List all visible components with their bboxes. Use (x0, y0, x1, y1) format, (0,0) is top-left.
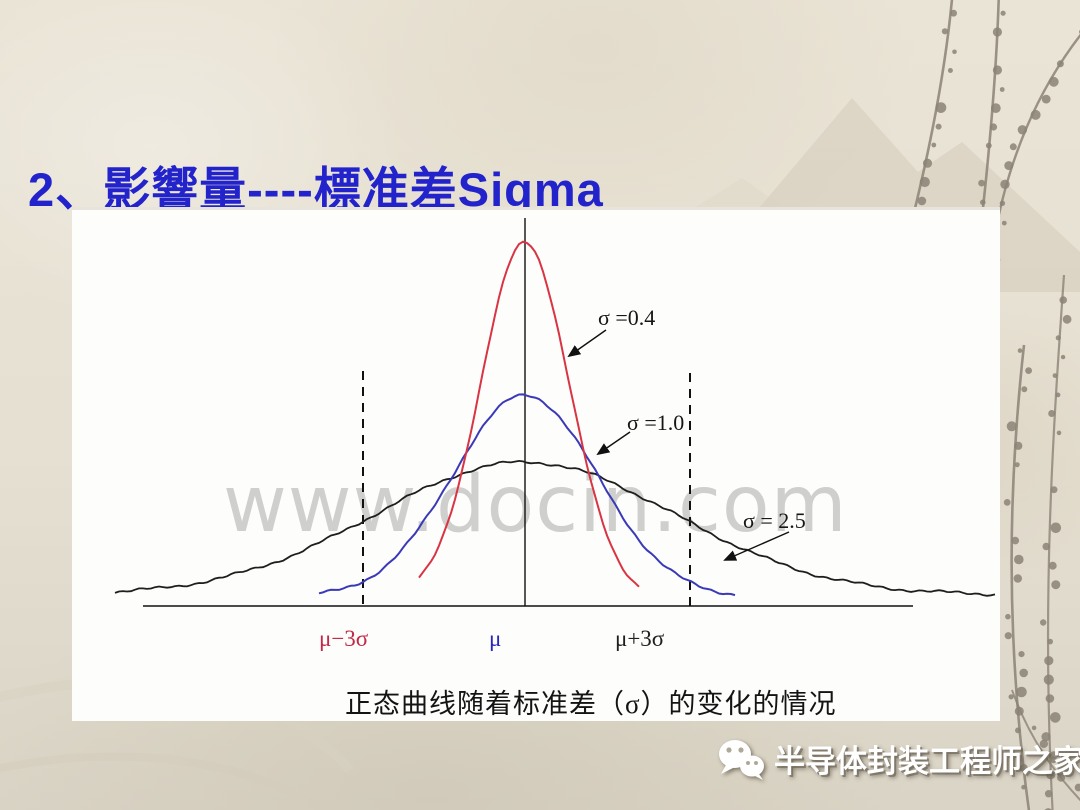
berry-decoration (1019, 764, 1028, 773)
berry-decoration (1019, 668, 1028, 678)
berry-decoration (1050, 756, 1057, 764)
berry-decoration (1062, 314, 1072, 324)
footer-brand: 半导体封装工程师之家 (716, 736, 1080, 781)
footer-brand-text: 半导体封装工程师之家 (774, 744, 1080, 779)
berry-decoration (1047, 638, 1053, 645)
axis-label-mu: μ (489, 626, 502, 651)
chart-panel: www.docin.com σ =0.4 σ =1.0 σ = 2.5 μ−3σ… (72, 207, 1000, 721)
berry-decoration (1008, 694, 1014, 700)
berry-decoration (935, 123, 942, 130)
chart-caption: 正态曲线随着标准差（σ）的变化的情况 (345, 689, 837, 719)
berry-decoration (1044, 656, 1054, 666)
branch-decoration (1010, 344, 1031, 810)
berry-decoration (1059, 296, 1067, 304)
watermark: www.docin.com (223, 460, 848, 550)
berry-decoration (1048, 410, 1056, 417)
berry-decoration (1051, 580, 1061, 590)
berry-decoration (1043, 674, 1054, 685)
berry-decoration (947, 68, 953, 73)
berry-decoration (1015, 727, 1021, 734)
berry-decoration (1048, 76, 1059, 87)
berry-decoration (1046, 769, 1056, 780)
branch-decoration (1046, 274, 1066, 810)
berry-decoration (1055, 335, 1061, 341)
berry-decoration (992, 27, 1003, 37)
berry-decoration (935, 102, 947, 113)
sigma-annotation: σ =0.4 (598, 305, 656, 330)
berry-decoration (1000, 10, 1006, 16)
berry-decoration (1056, 430, 1062, 436)
berry-decoration (1018, 651, 1025, 658)
berry-decoration (985, 142, 992, 149)
berry-decoration (1004, 161, 1014, 171)
berry-decoration (1040, 619, 1047, 626)
axis-label-mu-minus-3sigma: μ−3σ (319, 626, 369, 651)
berry-decoration (1057, 773, 1066, 782)
berry-decoration (1021, 784, 1026, 790)
berry-decoration (1056, 60, 1064, 68)
sigma-annotation: σ =1.0 (627, 410, 685, 435)
berry-decoration (952, 49, 957, 55)
berry-decoration (1041, 94, 1051, 104)
berry-decoration (922, 158, 933, 168)
branch-decoration (1011, 689, 1080, 802)
berry-decoration (917, 196, 927, 206)
berry-decoration (1042, 542, 1050, 551)
berry-decoration (1017, 348, 1023, 353)
berry-decoration (1013, 574, 1022, 583)
berry-decoration (1017, 125, 1028, 135)
berry-decoration (989, 123, 998, 131)
berry-decoration (1021, 386, 1028, 393)
berry-decoration (1039, 739, 1049, 748)
normal-distribution-chart (114, 218, 996, 607)
berry-decoration (1025, 367, 1032, 374)
berry-decoration (1006, 421, 1017, 432)
berry-decoration (980, 199, 986, 206)
berry-decoration (1014, 462, 1020, 468)
berry-decoration (1011, 536, 1020, 545)
swirl-decoration (0, 752, 330, 810)
berry-decoration (1050, 712, 1061, 723)
berry-decoration (992, 65, 1003, 75)
berry-decoration (1009, 143, 1017, 151)
berry-decoration (941, 28, 949, 35)
berry-decoration (1060, 354, 1066, 360)
wechat-icon (719, 739, 764, 780)
berry-decoration (1050, 486, 1058, 494)
axis-label-mu-plus-3sigma: μ+3σ (615, 626, 665, 651)
berry-decoration (1000, 179, 1010, 189)
berry-decoration (931, 142, 937, 148)
berry-decoration (990, 103, 1001, 113)
berry-decoration (999, 200, 1006, 206)
berry-decoration (1041, 732, 1051, 742)
berry-decoration (978, 179, 985, 187)
berry-decoration (1001, 220, 1007, 226)
sigma-annotation: σ = 2.5 (743, 508, 806, 533)
berry-decoration (1003, 499, 1011, 506)
berry-decoration (1048, 561, 1057, 570)
berry-decoration (1055, 392, 1061, 398)
berry-decoration (1016, 686, 1027, 698)
berry-decoration (1044, 790, 1053, 798)
berry-decoration (1031, 725, 1037, 731)
berry-decoration (999, 87, 1005, 92)
berry-decoration (950, 9, 957, 17)
berry-decoration (1074, 783, 1080, 792)
berry-decoration (1004, 632, 1012, 640)
berry-decoration (919, 176, 930, 188)
berry-decoration (1050, 522, 1062, 534)
berry-decoration (1014, 441, 1023, 450)
berry-decoration (1014, 554, 1024, 565)
berry-decoration (1052, 373, 1058, 378)
berry-decoration (1030, 109, 1041, 120)
berry-decoration (1005, 613, 1011, 620)
berry-decoration (1045, 694, 1055, 703)
berry-decoration (1014, 706, 1024, 716)
